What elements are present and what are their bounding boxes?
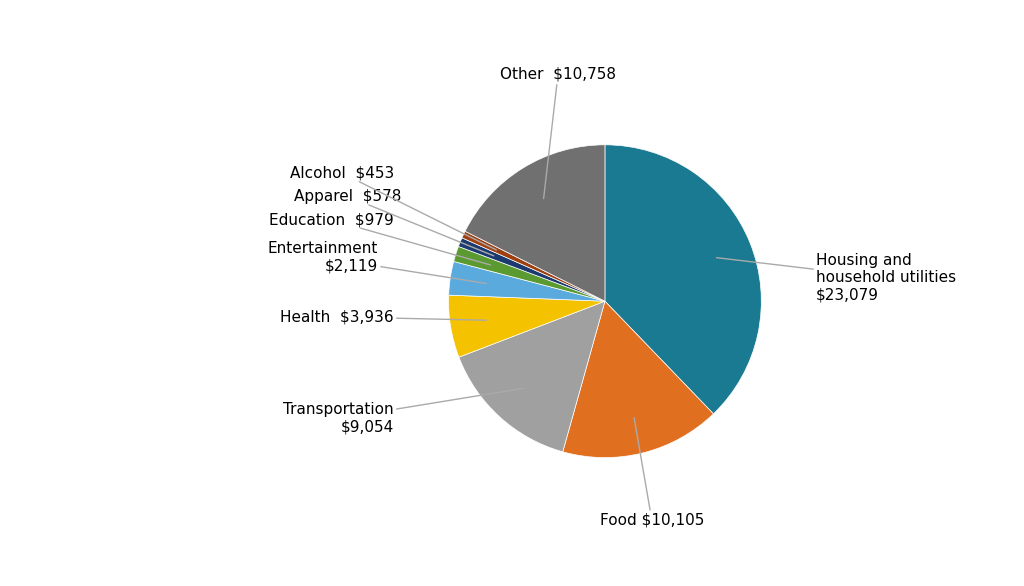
Wedge shape [449,261,605,301]
Wedge shape [462,231,605,301]
Text: Entertainment
$2,119: Entertainment $2,119 [268,241,486,284]
Text: Food $10,105: Food $10,105 [600,418,705,527]
Text: Health  $3,936: Health $3,936 [281,309,486,324]
Text: Education  $979: Education $979 [269,212,490,265]
Text: Housing and
household utilities
$23,079: Housing and household utilities $23,079 [717,253,956,302]
Wedge shape [454,247,605,301]
Wedge shape [459,238,605,301]
Wedge shape [605,145,761,414]
Wedge shape [563,301,714,458]
Text: Apparel  $578: Apparel $578 [294,189,494,256]
Wedge shape [459,301,605,452]
Wedge shape [465,145,605,301]
Text: Transportation
$9,054: Transportation $9,054 [284,389,523,435]
Text: Other  $10,758: Other $10,758 [500,67,616,199]
Wedge shape [449,295,605,357]
Text: Alcohol  $453: Alcohol $453 [290,165,497,250]
